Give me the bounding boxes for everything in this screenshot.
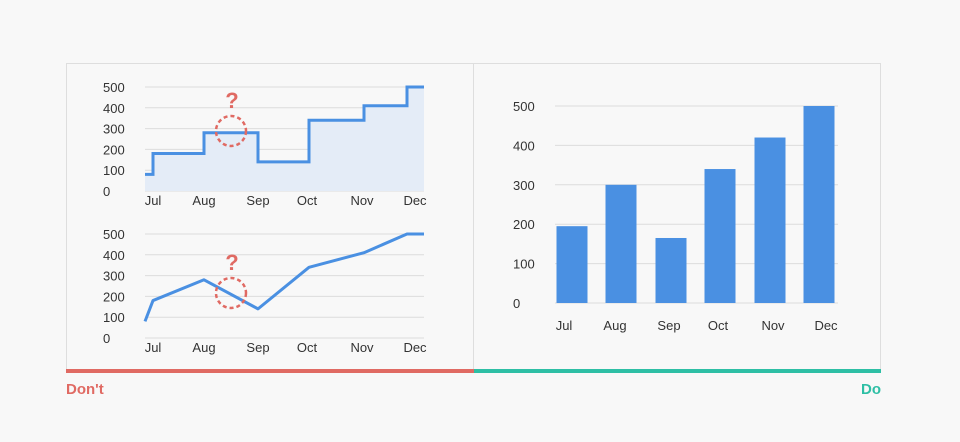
y-tick-label: 400 xyxy=(103,101,125,116)
bar xyxy=(605,184,637,303)
bar xyxy=(556,226,588,303)
x-tick-label: Oct xyxy=(297,193,318,208)
y-tick-label: 500 xyxy=(103,227,125,242)
dont-label: Don't xyxy=(66,381,104,398)
x-tick-label: Jul xyxy=(556,318,573,333)
x-tick-label: Nov xyxy=(350,340,374,355)
question-mark: ? xyxy=(225,88,238,113)
y-tick-label: 0 xyxy=(103,184,110,199)
line-series xyxy=(143,232,424,322)
x-tick-label: Nov xyxy=(761,318,785,333)
x-tick-label: Dec xyxy=(814,318,838,333)
panel-divider xyxy=(473,63,474,372)
x-tick-label: Sep xyxy=(657,318,680,333)
question-mark: ? xyxy=(225,250,238,275)
y-tick-label: 100 xyxy=(103,163,125,178)
y-tick-label: 100 xyxy=(513,257,535,272)
step-series-line xyxy=(145,85,424,176)
bar xyxy=(655,237,687,303)
do-underline xyxy=(474,369,881,373)
bar xyxy=(704,169,736,303)
x-tick-label: Dec xyxy=(403,340,427,355)
y-tick-label: 0 xyxy=(103,331,110,346)
x-tick-label: Sep xyxy=(246,340,269,355)
y-tick-label: 0 xyxy=(513,296,520,311)
y-tick-label: 300 xyxy=(103,122,125,137)
y-tick-label: 200 xyxy=(103,142,125,157)
y-tick-label: 500 xyxy=(513,99,535,114)
x-tick-label: Aug xyxy=(192,340,215,355)
x-tick-label: Jul xyxy=(145,340,162,355)
x-tick-label: Oct xyxy=(297,340,318,355)
y-tick-label: 100 xyxy=(103,310,125,325)
x-tick-label: Oct xyxy=(708,318,729,333)
bar xyxy=(754,137,786,303)
x-tick-label: Sep xyxy=(246,193,269,208)
y-tick-label: 500 xyxy=(103,80,125,95)
y-tick-label: 400 xyxy=(103,248,125,263)
x-tick-label: Aug xyxy=(603,318,626,333)
do-label: Do xyxy=(861,381,881,398)
bar xyxy=(803,106,835,303)
x-tick-label: Dec xyxy=(403,193,427,208)
y-tick-label: 200 xyxy=(103,289,125,304)
x-tick-label: Jul xyxy=(145,193,162,208)
x-tick-label: Nov xyxy=(350,193,374,208)
y-tick-label: 200 xyxy=(513,217,535,232)
question-circle xyxy=(214,276,248,310)
y-tick-label: 300 xyxy=(103,269,125,284)
dont-underline xyxy=(66,369,474,373)
question-circle xyxy=(214,114,248,148)
x-tick-label: Aug xyxy=(192,193,215,208)
y-tick-label: 300 xyxy=(513,178,535,193)
step-area xyxy=(145,87,424,191)
y-tick-label: 400 xyxy=(513,138,535,153)
